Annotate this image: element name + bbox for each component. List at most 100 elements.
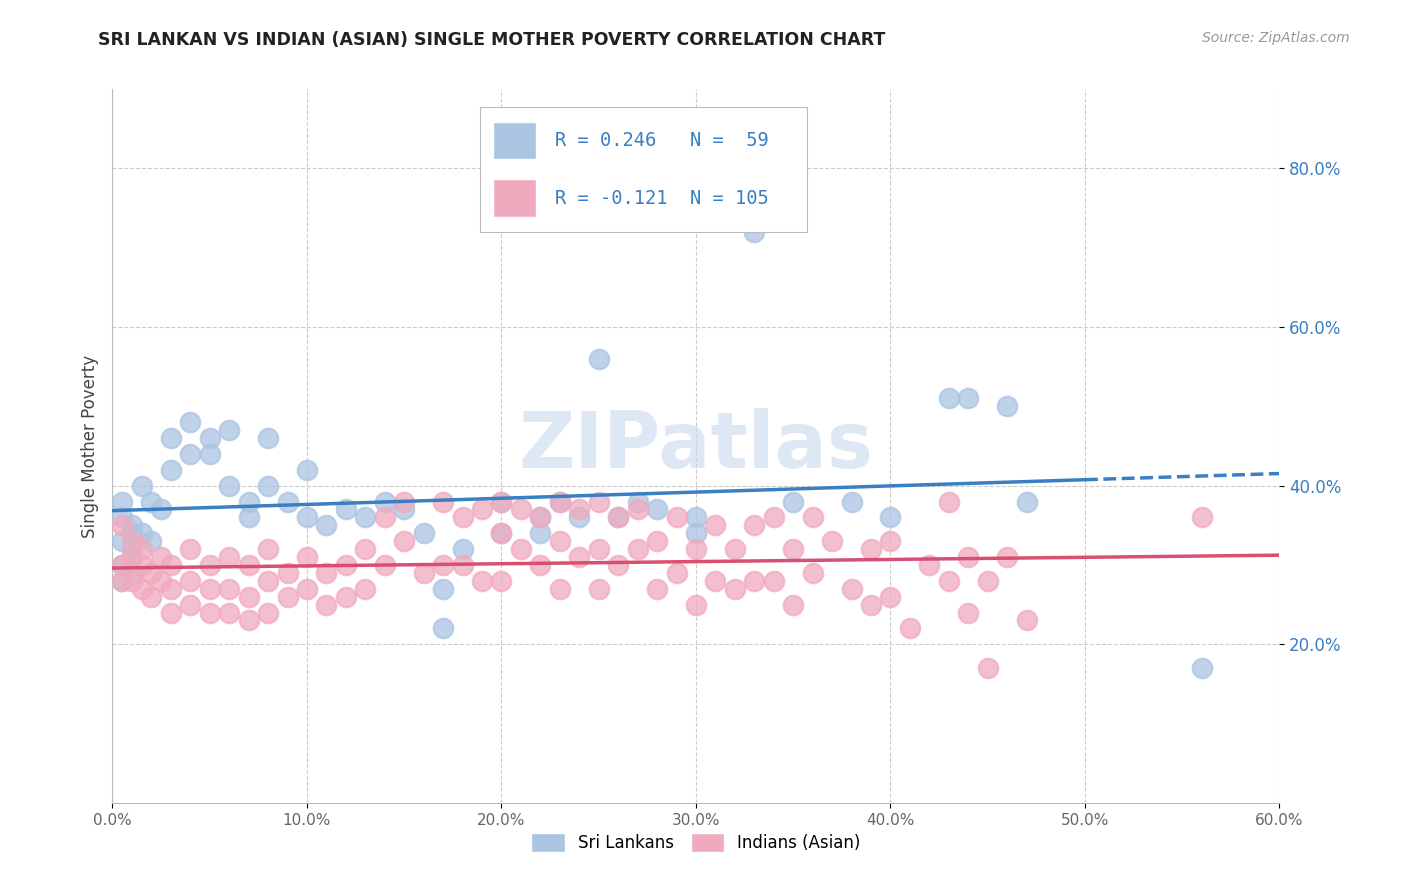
Point [179, 542, 201, 557]
Point [627, 494, 650, 508]
Point [957, 549, 980, 564]
Point [471, 502, 494, 516]
Point [1015, 614, 1038, 628]
Point [782, 494, 804, 508]
Point [548, 582, 571, 596]
Point [131, 542, 153, 557]
Point [315, 518, 337, 533]
Point [1191, 661, 1213, 675]
Point [645, 534, 668, 549]
Point [782, 598, 804, 612]
Point [374, 510, 396, 524]
Point [529, 510, 551, 524]
Point [568, 502, 591, 516]
Point [198, 606, 221, 620]
Point [394, 502, 416, 516]
Point [295, 549, 318, 564]
Point [451, 510, 474, 524]
Point [529, 510, 551, 524]
Point [141, 590, 163, 604]
Point [841, 494, 863, 508]
Point [121, 526, 143, 541]
Point [491, 494, 513, 508]
Point [957, 392, 980, 406]
Point [141, 534, 163, 549]
Point [1191, 510, 1213, 524]
Point [665, 510, 688, 524]
Point [315, 566, 337, 580]
Point [821, 534, 844, 549]
Point [160, 582, 183, 596]
Point [995, 400, 1018, 414]
Point [111, 558, 134, 572]
Point [957, 606, 980, 620]
Point [879, 590, 901, 604]
Point [607, 510, 630, 524]
Point [198, 431, 221, 445]
Point [394, 534, 416, 549]
Point [111, 534, 134, 549]
Point [451, 558, 474, 572]
Point [432, 558, 454, 572]
Point [724, 582, 747, 596]
Point [491, 526, 513, 541]
Point [529, 558, 551, 572]
Point [111, 510, 134, 524]
Point [179, 415, 201, 429]
Point [238, 590, 260, 604]
Point [111, 494, 134, 508]
Point [131, 558, 153, 572]
Point [782, 542, 804, 557]
Point [295, 582, 318, 596]
Point [150, 574, 173, 588]
Point [295, 510, 318, 524]
Point [724, 542, 747, 557]
Point [111, 518, 134, 533]
Point [141, 494, 163, 508]
Point [432, 494, 454, 508]
Point [131, 582, 153, 596]
Point [354, 582, 377, 596]
Point [548, 494, 571, 508]
Point [879, 510, 901, 524]
Point [218, 582, 240, 596]
Point [588, 582, 610, 596]
Point [645, 502, 668, 516]
Text: SRI LANKAN VS INDIAN (ASIAN) SINGLE MOTHER POVERTY CORRELATION CHART: SRI LANKAN VS INDIAN (ASIAN) SINGLE MOTH… [98, 31, 886, 49]
Point [976, 661, 998, 675]
Point [131, 526, 153, 541]
Point [131, 478, 153, 492]
Point [276, 590, 298, 604]
Point [179, 447, 201, 461]
Point [394, 494, 416, 508]
Point [918, 558, 941, 572]
Point [412, 526, 434, 541]
Point [685, 598, 707, 612]
Point [218, 549, 240, 564]
Point [685, 526, 707, 541]
Point [744, 225, 766, 239]
Point [762, 510, 785, 524]
Point [704, 518, 727, 533]
Point [976, 574, 998, 588]
Point [150, 502, 173, 516]
Point [257, 606, 280, 620]
Point [432, 582, 454, 596]
Point [276, 494, 298, 508]
Point [257, 431, 280, 445]
Point [548, 534, 571, 549]
Point [860, 542, 883, 557]
Point [412, 566, 434, 580]
Point [335, 558, 357, 572]
Point [607, 558, 630, 572]
Point [179, 574, 201, 588]
Point [218, 606, 240, 620]
Point [801, 510, 824, 524]
Point [121, 566, 143, 580]
Point [665, 566, 688, 580]
Point [218, 423, 240, 437]
Point [1015, 494, 1038, 508]
Point [257, 542, 280, 557]
Point [218, 478, 240, 492]
Point [257, 478, 280, 492]
